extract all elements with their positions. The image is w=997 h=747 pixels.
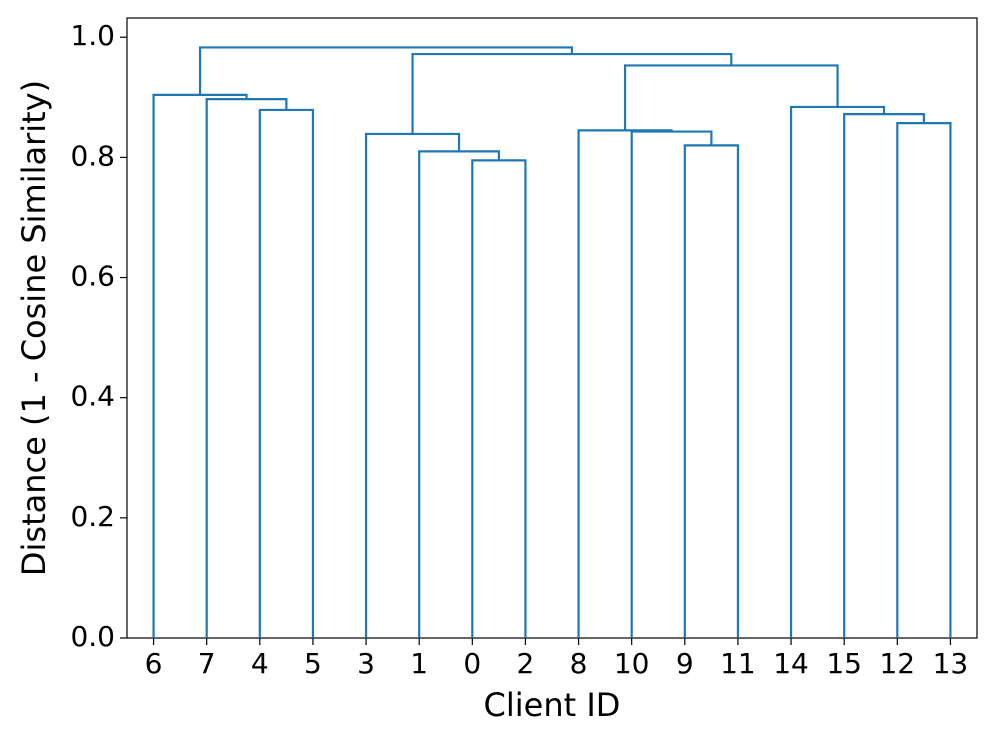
dendrogram-link bbox=[623, 64, 839, 131]
y-tick-label: 0.2 bbox=[70, 500, 115, 533]
x-tick-label: 10 bbox=[614, 647, 650, 680]
x-tick-label: 13 bbox=[933, 647, 969, 680]
x-tick-label: 1 bbox=[410, 647, 428, 680]
dendrogram-link bbox=[198, 46, 574, 95]
y-axis-title: Distance (1 - Cosine Similarity) bbox=[15, 80, 53, 576]
x-tick-label: 12 bbox=[879, 647, 915, 680]
y-tick-label: 0.4 bbox=[70, 380, 115, 413]
dendrogram-link bbox=[364, 132, 461, 638]
dendrogram-link bbox=[418, 150, 500, 638]
dendrogram-link bbox=[577, 129, 673, 638]
x-tick-label: 4 bbox=[251, 647, 269, 680]
x-tick-label: 0 bbox=[463, 647, 481, 680]
dendrogram-link bbox=[843, 113, 925, 638]
x-tick-label: 2 bbox=[517, 647, 535, 680]
x-tick-label: 3 bbox=[357, 647, 375, 680]
x-tick-label: 9 bbox=[676, 647, 694, 680]
dendrogram-link bbox=[896, 122, 952, 638]
dendrogram-link bbox=[258, 108, 315, 638]
dendrogram-link bbox=[683, 144, 740, 638]
dendrogram-link bbox=[630, 130, 713, 638]
x-tick-label: 11 bbox=[720, 647, 756, 680]
x-tick-label: 7 bbox=[198, 647, 216, 680]
x-tick-label: 6 bbox=[145, 647, 163, 680]
y-tick-label: 0.6 bbox=[70, 260, 115, 293]
y-tick-label: 0.8 bbox=[70, 139, 115, 172]
x-tick-label: 14 bbox=[773, 647, 809, 680]
plot-frame bbox=[126, 17, 978, 639]
x-axis-title: Client ID bbox=[484, 686, 621, 724]
y-tick-label: 0.0 bbox=[70, 620, 115, 653]
dendrogram-link bbox=[152, 93, 248, 638]
x-tick-label: 5 bbox=[304, 647, 322, 680]
dendrogram-link bbox=[471, 159, 527, 638]
x-tick-label: 8 bbox=[570, 647, 588, 680]
dendrogram-link bbox=[205, 98, 288, 638]
dendrogram-link bbox=[789, 105, 886, 638]
x-tick-label: 15 bbox=[826, 647, 862, 680]
y-tick-label: 1.0 bbox=[70, 19, 115, 52]
